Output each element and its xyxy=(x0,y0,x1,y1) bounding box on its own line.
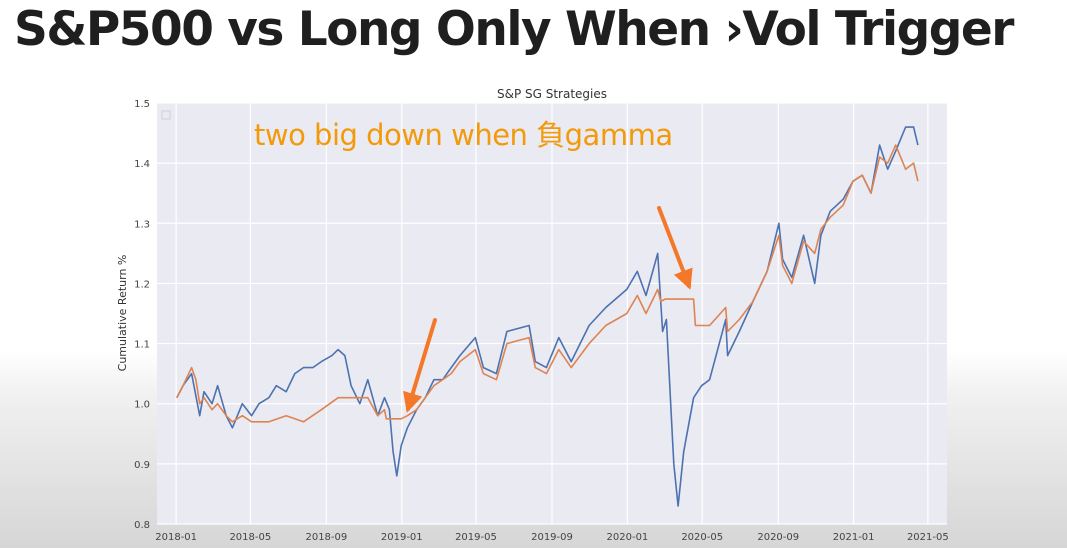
chart-area: 0.8 0.9 1.0 1.1 1.2 1.3 1.4 1.5 2018-01 2018-05 20… xyxy=(110,80,950,546)
x-tick-label: 2018-09 xyxy=(305,532,347,543)
y-tick-label: 1.3 xyxy=(134,219,150,230)
y-axis-label: Cumulative Return % xyxy=(116,255,129,372)
y-tick-label: 1.0 xyxy=(134,400,150,411)
series-line-2 xyxy=(176,144,919,423)
x-tick-label: 2020-01 xyxy=(607,532,649,543)
chart-title: S&P SG Strategies xyxy=(497,87,607,101)
x-tick-label: 2021-05 xyxy=(907,532,949,543)
annotation-text: two big down when 負gamma xyxy=(254,118,673,152)
y-tick-label: 1.5 xyxy=(134,99,150,110)
x-tick-label: 2019-09 xyxy=(531,532,573,543)
y-tick-label: 0.8 xyxy=(134,520,150,531)
x-tick-label: 2018-05 xyxy=(229,532,271,543)
legend-box xyxy=(161,110,171,120)
y-tick-label: 1.2 xyxy=(134,279,150,290)
x-tick-label: 2019-05 xyxy=(455,532,497,543)
x-tick-label: 2021-01 xyxy=(833,532,875,543)
slide-title: S&P500 vs Long Only When ›Vol Trigger xyxy=(14,2,1014,57)
y-tick-label: 0.9 xyxy=(134,460,150,471)
x-tick-label: 2018-01 xyxy=(155,532,197,543)
x-tick-label: 2019-01 xyxy=(381,532,423,543)
x-tick-label: 2020-05 xyxy=(681,532,723,543)
arrow-2018-dip xyxy=(403,318,437,413)
axis-ticks: 0.8 0.9 1.0 1.1 1.2 1.3 1.4 1.5 2018-01 2018-05 20… xyxy=(134,99,949,543)
y-tick-label: 1.4 xyxy=(134,159,150,170)
line-chart: 0.8 0.9 1.0 1.1 1.2 1.3 1.4 1.5 2018-01 2018-05 20… xyxy=(116,87,949,543)
series-lines xyxy=(176,126,919,507)
x-tick-label: 2020-09 xyxy=(757,532,799,543)
arrow-2020-flat xyxy=(657,206,693,290)
series-line-1 xyxy=(176,126,919,507)
y-tick-label: 1.1 xyxy=(134,340,150,351)
